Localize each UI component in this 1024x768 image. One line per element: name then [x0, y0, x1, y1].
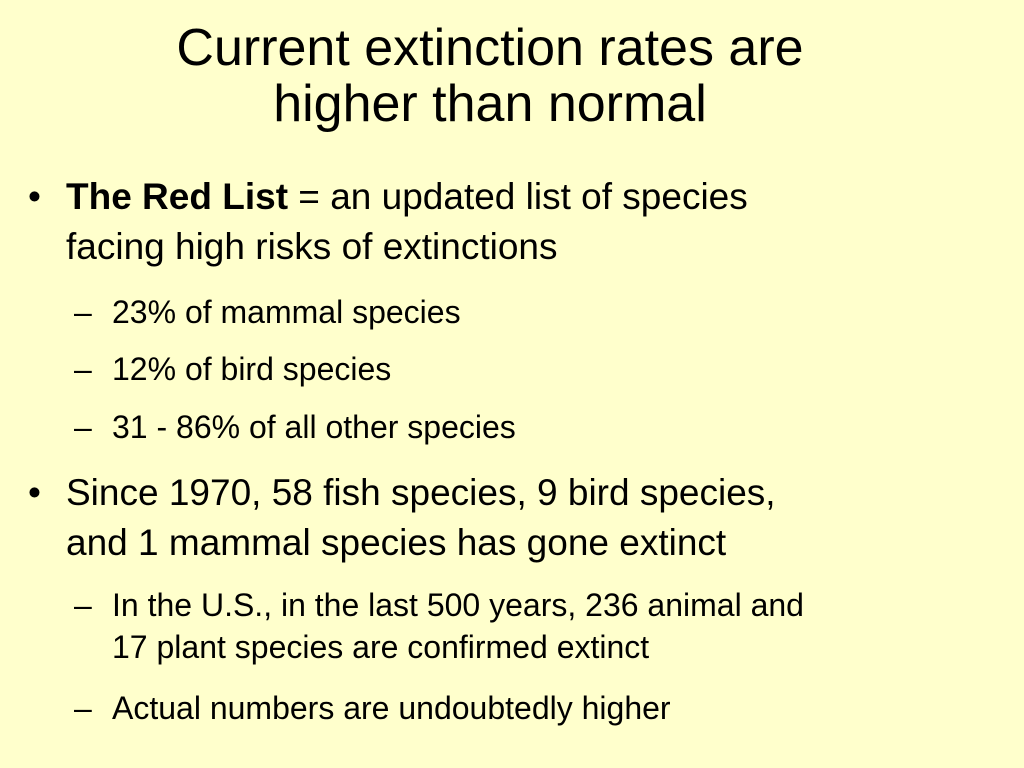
sub-bullet-text: 23% of mammal species	[112, 294, 461, 330]
bullet-text-line-2: and 1 mammal species has gone extinct	[66, 522, 727, 563]
bullet-text-line-1: Since 1970, 58 fish species, 9 bird spec…	[66, 472, 776, 513]
sub-bullet-text-line-2: 17 plant species are confirmed extinct	[112, 629, 650, 665]
bullet-text-line-2: facing high risks of extinctions	[66, 226, 558, 267]
sub-bullet-text-line-1: In the U.S., in the last 500 years, 236 …	[112, 587, 804, 623]
slide-title: Current extinction rates are higher than…	[40, 20, 940, 132]
bullet-line-1: The Red List = an updated list of specie…	[66, 172, 966, 222]
dash-marker: –	[74, 587, 92, 623]
bullet-text: The Red List = an updated list of specie…	[66, 172, 966, 272]
slide-title-line-2: higher than normal	[273, 75, 707, 133]
dash-marker: –	[74, 294, 92, 330]
bold-term: The Red List	[66, 176, 289, 217]
bullet-text: Since 1970, 58 fish species, 9 bird spec…	[66, 468, 966, 568]
sub-bullet-text: 31 - 86% of all other species	[112, 409, 516, 445]
bullet-text-line-1: = an updated list of species	[288, 176, 748, 217]
dash-marker: –	[74, 351, 92, 387]
slide-title-line-1: Current extinction rates are	[176, 19, 804, 77]
bullet-marker: •	[28, 176, 41, 217]
dash-marker: –	[74, 690, 92, 726]
sub-bullet-text: 12% of bird species	[112, 351, 392, 387]
sub-bullet-text: Actual numbers are undoubtedly higher	[112, 690, 671, 726]
sub-bullet-text: In the U.S., in the last 500 years, 236 …	[112, 584, 982, 668]
bullet-marker: •	[28, 472, 41, 513]
dash-marker: –	[74, 409, 92, 445]
